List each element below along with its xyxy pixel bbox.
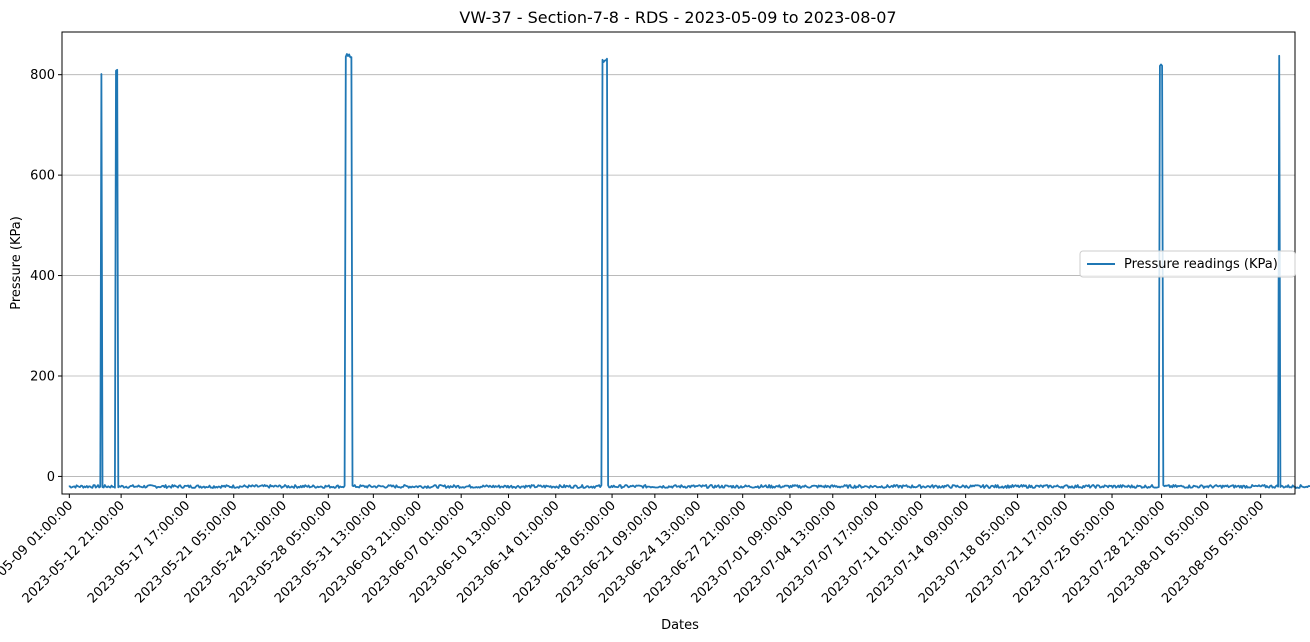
legend-box bbox=[1079, 250, 1296, 278]
y-tick-label: 200 bbox=[30, 369, 55, 384]
y-tick-label: 0 bbox=[47, 470, 55, 485]
series-line-pressure bbox=[68, 53, 1310, 489]
y-axis-label: Pressure (KPa) bbox=[9, 216, 24, 310]
legend: Pressure readings (KPa) bbox=[1079, 250, 1296, 278]
y-tick-label: 400 bbox=[30, 269, 55, 284]
series-layer bbox=[68, 53, 1310, 489]
gridlines bbox=[62, 74, 1295, 477]
y-tick-label: 600 bbox=[30, 169, 55, 184]
legend-label: Pressure readings (KPa) bbox=[1124, 257, 1278, 272]
chart-title: VW-37 - Section-7-8 - RDS - 2023-05-09 t… bbox=[459, 8, 896, 27]
x-tick-label: 2023-08-05 05:00:00 bbox=[1159, 498, 1267, 606]
y-axis: 0 200 400 600 800 bbox=[30, 68, 62, 485]
x-axis-label: Dates bbox=[661, 618, 699, 633]
y-tick-label: 800 bbox=[30, 68, 55, 83]
